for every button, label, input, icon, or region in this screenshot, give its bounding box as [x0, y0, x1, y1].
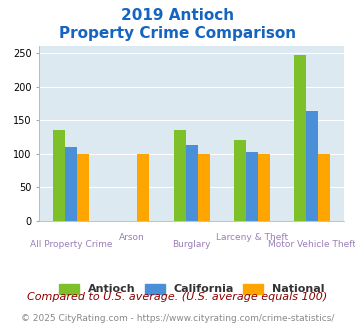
Legend: Antioch, California, National: Antioch, California, National [55, 279, 329, 299]
Text: 2019 Antioch: 2019 Antioch [121, 8, 234, 23]
Bar [174, 130, 186, 221]
Bar [77, 154, 89, 221]
Bar [137, 154, 149, 221]
Text: Motor Vehicle Theft: Motor Vehicle Theft [268, 240, 355, 249]
Bar [246, 152, 258, 221]
Bar [258, 154, 270, 221]
Text: Arson: Arson [119, 233, 144, 242]
Text: Larceny & Theft: Larceny & Theft [216, 233, 288, 242]
Bar [65, 147, 77, 221]
Bar [53, 130, 65, 221]
Bar [318, 154, 331, 221]
Bar [186, 145, 198, 221]
Text: © 2025 CityRating.com - https://www.cityrating.com/crime-statistics/: © 2025 CityRating.com - https://www.city… [21, 314, 334, 323]
Text: Property Crime Comparison: Property Crime Comparison [59, 26, 296, 41]
Bar [294, 55, 306, 221]
Text: Compared to U.S. average. (U.S. average equals 100): Compared to U.S. average. (U.S. average … [27, 292, 328, 302]
Text: All Property Crime: All Property Crime [30, 240, 112, 249]
Bar [198, 154, 210, 221]
Bar [306, 112, 318, 221]
Bar [234, 140, 246, 221]
Text: Burglary: Burglary [173, 240, 211, 249]
